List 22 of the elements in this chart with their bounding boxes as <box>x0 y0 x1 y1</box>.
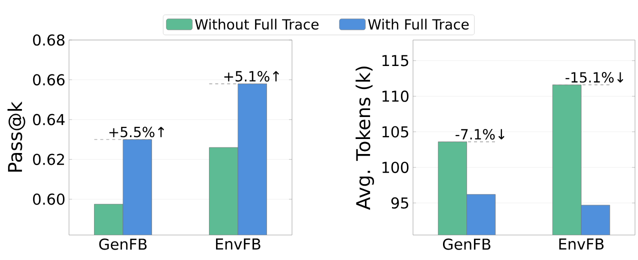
y-axis-title: Pass@k <box>8 102 26 172</box>
y-tick-label: 105 <box>382 126 408 138</box>
annotation: -15.1%↓ <box>566 72 624 83</box>
annotation: +5.5%↑ <box>109 126 164 138</box>
y-tick-label: 100 <box>382 162 408 174</box>
y-tick-label: 0.64 <box>33 114 65 126</box>
y-tick-label: 115 <box>382 55 408 66</box>
y-axis-title: Avg. Tokens (k) <box>356 66 374 210</box>
legend-label: Without Full Trace <box>195 18 319 30</box>
y-tick-label: 95 <box>391 197 408 209</box>
y-tick-label: 0.60 <box>33 194 64 205</box>
x-tick-label: EnvFB <box>559 238 604 250</box>
y-tick-label: 110 <box>382 90 408 102</box>
x-tick-label: EnvFB <box>216 238 260 250</box>
x-tick-label: GenFB <box>99 238 147 250</box>
y-tick-label: 0.62 <box>33 154 64 166</box>
y-tick-label: 0.68 <box>33 34 64 46</box>
y-tick-label: 0.66 <box>33 74 65 86</box>
annotation: +5.1%↑ <box>224 70 279 82</box>
x-tick-label: GenFB <box>442 238 490 250</box>
legend-label: With Full Trace <box>368 18 469 30</box>
annotation: -7.1%↓ <box>456 128 504 140</box>
